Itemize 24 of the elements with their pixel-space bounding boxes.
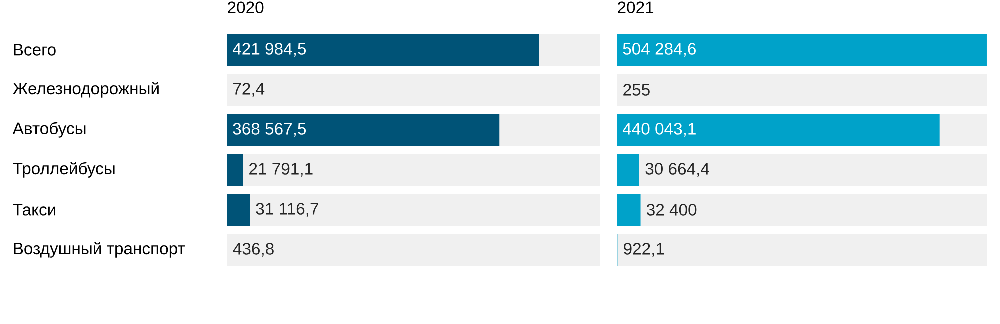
y-tick-label: Всего: [14, 44, 56, 56]
y-tick-label: Воздушный транспорт: [14, 242, 186, 258]
data-label: 922,1: [624, 243, 664, 257]
data-label: 368 567,5: [233, 123, 306, 137]
bar: [617, 154, 640, 186]
data-label: 32 400: [647, 204, 697, 216]
bar: [617, 194, 641, 226]
y-tick-label: Троллейбусы: [13, 162, 115, 178]
y-tick-label: Такси: [13, 204, 56, 216]
data-label: 440 043,1: [622, 123, 696, 137]
chart-title: 2020: [228, 2, 264, 14]
bar: [227, 154, 244, 186]
data-label: 30 664,4: [646, 163, 710, 177]
y-tick-label: Автобусы: [12, 122, 86, 138]
data-label: 504 284,6: [623, 43, 696, 57]
chart-title: 2021: [618, 2, 654, 14]
data-label: 436,8: [233, 243, 274, 257]
data-label: 31 116,7: [256, 203, 318, 217]
y-tick-label: Железнодорожный: [13, 82, 159, 98]
data-label: 72,4: [234, 83, 265, 97]
bar: [227, 194, 250, 226]
data-label: 255: [624, 84, 650, 96]
data-label: 421 984,5: [232, 43, 306, 57]
data-label: 21 791,1: [250, 163, 313, 177]
